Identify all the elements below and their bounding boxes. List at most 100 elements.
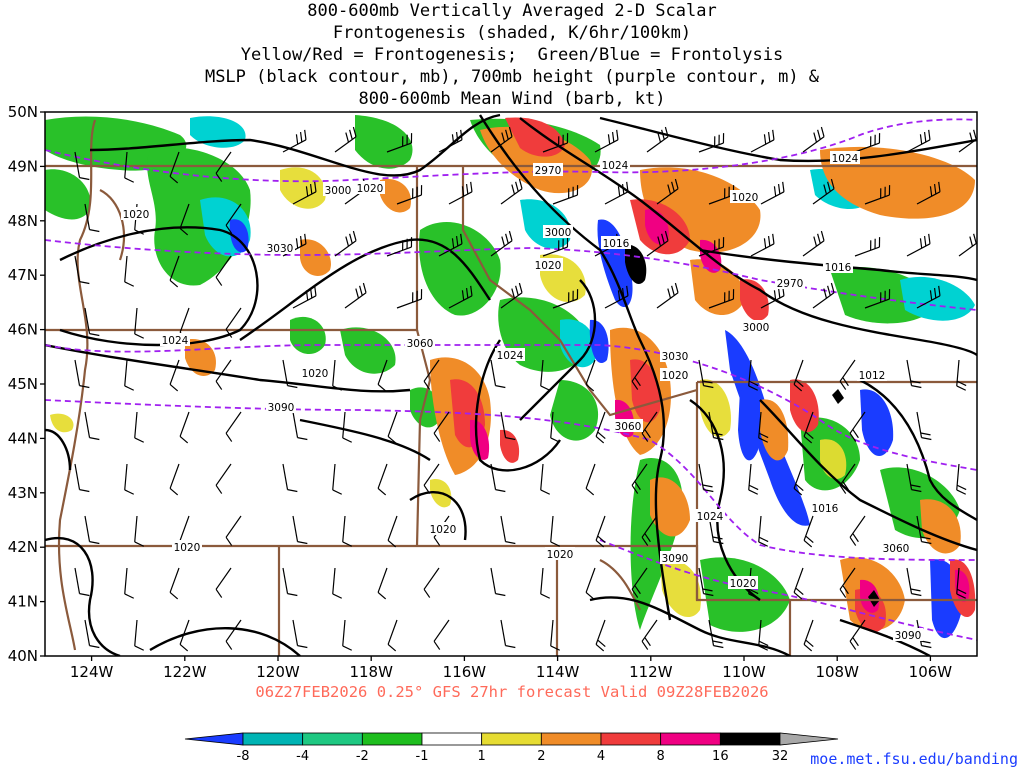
wind-barb — [656, 282, 679, 309]
wind-barb — [698, 359, 714, 389]
lon-tick-label: 106W — [909, 663, 953, 681]
mslp-label-bg — [730, 190, 760, 203]
wind-barb — [448, 285, 473, 309]
wind-barb — [793, 463, 804, 496]
wind-barb — [812, 178, 835, 205]
mslp-label: 1020 — [430, 524, 457, 536]
colorbar-label: 4 — [597, 749, 605, 764]
wind-barb — [490, 230, 513, 257]
height-label-bg — [613, 419, 643, 432]
wind-barb — [84, 411, 100, 441]
wind-barb — [377, 567, 388, 600]
wind-barb — [839, 567, 856, 598]
wind-barb — [500, 282, 523, 309]
wind-barb — [124, 567, 135, 599]
wind-barb — [179, 203, 190, 236]
wind-barb — [839, 359, 856, 390]
wind-barb — [490, 359, 506, 389]
wind-barb — [540, 567, 551, 599]
title-line-2: Frontogenesis (shaded, K/6hr/100km) — [332, 23, 692, 43]
lat-tick-label: 41N — [8, 593, 38, 611]
wind-barb — [334, 126, 357, 153]
mslp-label: 1024 — [162, 335, 189, 347]
height-label: 3000 — [325, 185, 352, 197]
wind-barb — [793, 567, 804, 600]
credit-link[interactable]: moe.met.fsu.edu/banding — [810, 750, 1018, 768]
colorbar-segment — [540, 732, 602, 746]
wind-barb — [758, 619, 769, 651]
wind-barb — [84, 203, 100, 233]
mslp-label: 1020 — [547, 549, 574, 561]
lon-tick-label: 122W — [163, 663, 207, 681]
wind-barb — [134, 411, 145, 443]
wind-barb — [500, 515, 516, 545]
height-label: 3000 — [545, 227, 572, 239]
mslp-label-bg — [428, 522, 458, 535]
wind-barb — [396, 289, 423, 309]
lat-tick-label: 45N — [8, 375, 38, 393]
colorbar-segment — [242, 732, 304, 746]
wind-barb — [215, 255, 232, 286]
wind-barb — [74, 255, 90, 285]
wind-barb — [540, 463, 551, 495]
wind-barb — [169, 567, 180, 600]
wind-barb — [631, 463, 648, 494]
wind-barb — [698, 237, 725, 257]
mslp-label: 1020 — [357, 183, 384, 195]
wind-barb — [169, 151, 180, 184]
height-label-bg — [533, 163, 563, 176]
wind-barb — [750, 129, 775, 153]
wind-barb — [864, 289, 891, 309]
title-line-1: 800-600mb Vertically Averaged 2-D Scalar — [307, 1, 717, 21]
wind-barb — [849, 411, 866, 442]
wind-barb — [595, 411, 606, 444]
wind-barb — [292, 619, 308, 649]
wind-barb — [803, 515, 814, 548]
wind-barb — [748, 359, 759, 391]
wind-barb — [500, 619, 516, 649]
wind-barb — [386, 133, 413, 153]
wind-barb — [585, 463, 596, 496]
wind-barb — [760, 181, 785, 205]
mslp-label-bg — [601, 236, 631, 249]
wind-barb — [282, 463, 298, 493]
height-label-bg — [266, 400, 296, 413]
height-label-bg — [893, 628, 923, 641]
wind-barb — [225, 307, 242, 338]
colorbar-label: 2 — [537, 749, 545, 764]
lon-tick-label: 114W — [536, 663, 580, 681]
wind-barb — [215, 359, 232, 390]
mslp-label-bg — [533, 258, 563, 271]
political-borders — [45, 119, 977, 656]
wind-barb — [438, 233, 463, 257]
wind-barb — [215, 151, 232, 182]
wind-barb — [169, 463, 180, 496]
wind-barb — [282, 359, 298, 389]
wind-barb — [839, 463, 856, 494]
wind-barb — [758, 515, 769, 547]
title-line-4: MSLP (black contour, mb), 700mb height (… — [204, 67, 820, 87]
lat-tick-label: 48N — [8, 212, 38, 230]
height-label-bg — [741, 320, 771, 333]
height-label: 3060 — [407, 338, 434, 350]
colorbar-segment — [421, 732, 483, 746]
wind-barb — [906, 233, 931, 257]
wind-barb — [292, 181, 317, 205]
lon-tick-label: 108W — [815, 663, 859, 681]
height-label-bg — [660, 551, 690, 564]
wind-barb — [708, 411, 724, 441]
height-label: 3090 — [895, 630, 922, 642]
mslp-label-bg — [172, 540, 202, 553]
wind-barb — [708, 289, 735, 309]
height-label: 3030 — [662, 351, 689, 363]
valid-time-label: 06Z27FEB2026 0.25° GFS 27hr forecast Val… — [255, 683, 768, 701]
wind-barb — [802, 126, 825, 153]
wind-barb — [124, 151, 135, 183]
wind-barb — [631, 359, 648, 390]
mslp-label: 1024 — [602, 160, 629, 172]
wind-barb — [500, 178, 523, 205]
lat-tick-label: 42N — [8, 538, 38, 556]
wind-barb — [225, 203, 242, 234]
wind-barb — [698, 133, 725, 153]
